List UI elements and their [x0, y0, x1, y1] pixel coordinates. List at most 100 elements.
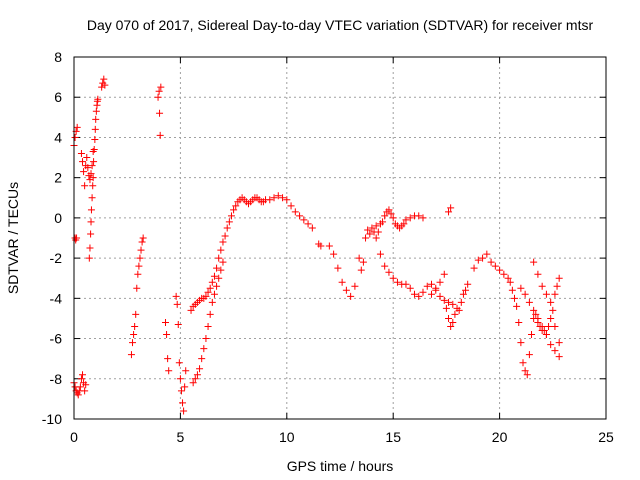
- data-point: [173, 300, 181, 308]
- data-point: [415, 212, 423, 220]
- data-point: [538, 282, 546, 290]
- data-point: [362, 234, 370, 242]
- data-point: [532, 310, 540, 318]
- data-point: [182, 367, 190, 375]
- x-tick-label: 25: [598, 429, 614, 445]
- data-point: [135, 262, 143, 270]
- y-tick-label: 6: [54, 89, 62, 105]
- x-tick-label: 10: [279, 429, 295, 445]
- data-point: [555, 274, 563, 282]
- data-point: [80, 168, 88, 176]
- data-point: [317, 242, 325, 250]
- data-point: [455, 306, 463, 314]
- data-point: [542, 331, 550, 339]
- data-point: [330, 250, 338, 258]
- data-point: [162, 318, 170, 326]
- data-point: [217, 246, 225, 254]
- grid-lines: [74, 57, 606, 419]
- data-point: [88, 162, 96, 170]
- data-point: [181, 383, 189, 391]
- data-point: [372, 222, 380, 230]
- data-point: [553, 282, 561, 290]
- data-point: [89, 174, 97, 182]
- data-point: [423, 282, 431, 290]
- data-point: [474, 256, 482, 264]
- data-point: [419, 288, 427, 296]
- data-point: [547, 341, 555, 349]
- data-point: [193, 371, 201, 379]
- data-point: [368, 224, 376, 232]
- data-point: [90, 158, 98, 166]
- data-point: [449, 300, 457, 308]
- data-point: [131, 322, 139, 330]
- data-point: [521, 290, 529, 298]
- data-point: [296, 212, 304, 220]
- data-point: [129, 339, 137, 347]
- data-point: [270, 194, 278, 202]
- data-point: [381, 262, 389, 270]
- y-tick-labels: -10 -8 -6 -4 -2 0 2 4 6 8: [42, 49, 62, 427]
- data-point: [359, 258, 367, 266]
- data-point: [191, 375, 199, 383]
- data-point: [206, 310, 214, 318]
- data-point: [89, 182, 97, 190]
- data-point: [74, 391, 82, 399]
- data-point: [445, 208, 453, 216]
- data-point: [202, 335, 210, 343]
- data-point: [155, 87, 163, 95]
- data-point: [470, 264, 478, 272]
- data-point: [87, 230, 95, 238]
- data-point: [81, 182, 89, 190]
- data-point: [483, 250, 491, 258]
- data-point: [87, 170, 95, 178]
- data-point: [451, 310, 459, 318]
- x-axis-label: GPS time / hours: [287, 458, 394, 474]
- data-point: [196, 365, 204, 373]
- data-point: [300, 216, 308, 224]
- data-point: [540, 327, 548, 335]
- y-tick-label: -2: [50, 250, 63, 266]
- data-point: [225, 218, 233, 226]
- data-point: [156, 131, 164, 139]
- data-point: [232, 202, 240, 210]
- data-point: [374, 228, 382, 236]
- data-point: [385, 206, 393, 214]
- data-point: [202, 292, 210, 300]
- data-point: [175, 359, 183, 367]
- data-point: [440, 270, 448, 278]
- data-point: [134, 270, 142, 278]
- data-point: [219, 258, 227, 266]
- data-point: [406, 284, 414, 292]
- data-point: [440, 296, 448, 304]
- data-point: [525, 351, 533, 359]
- data-point: [127, 351, 135, 359]
- data-point: [525, 298, 533, 306]
- data-point: [308, 224, 316, 232]
- data-point: [94, 95, 102, 103]
- y-tick-label: 8: [54, 49, 62, 65]
- y-tick-label: -10: [42, 411, 62, 427]
- data-point: [90, 146, 98, 154]
- data-point: [187, 306, 195, 314]
- data-point: [513, 302, 521, 310]
- data-point: [213, 264, 221, 272]
- data-point: [325, 242, 333, 250]
- data-point: [79, 158, 87, 166]
- data-point: [157, 83, 165, 91]
- data-point: [447, 204, 455, 212]
- data-point: [519, 359, 527, 367]
- data-point: [217, 266, 225, 274]
- data-point: [81, 387, 89, 395]
- data-point: [508, 286, 516, 294]
- y-tick-label: -4: [50, 290, 63, 306]
- data-point: [287, 202, 295, 210]
- data-point: [77, 150, 85, 158]
- x-tick-label: 20: [492, 429, 508, 445]
- data-point: [84, 164, 92, 172]
- data-point: [291, 208, 299, 216]
- data-point: [357, 266, 365, 274]
- data-point: [551, 347, 559, 355]
- y-axis-label: SDTVAR / TECUs: [5, 182, 21, 294]
- data-point: [82, 381, 90, 389]
